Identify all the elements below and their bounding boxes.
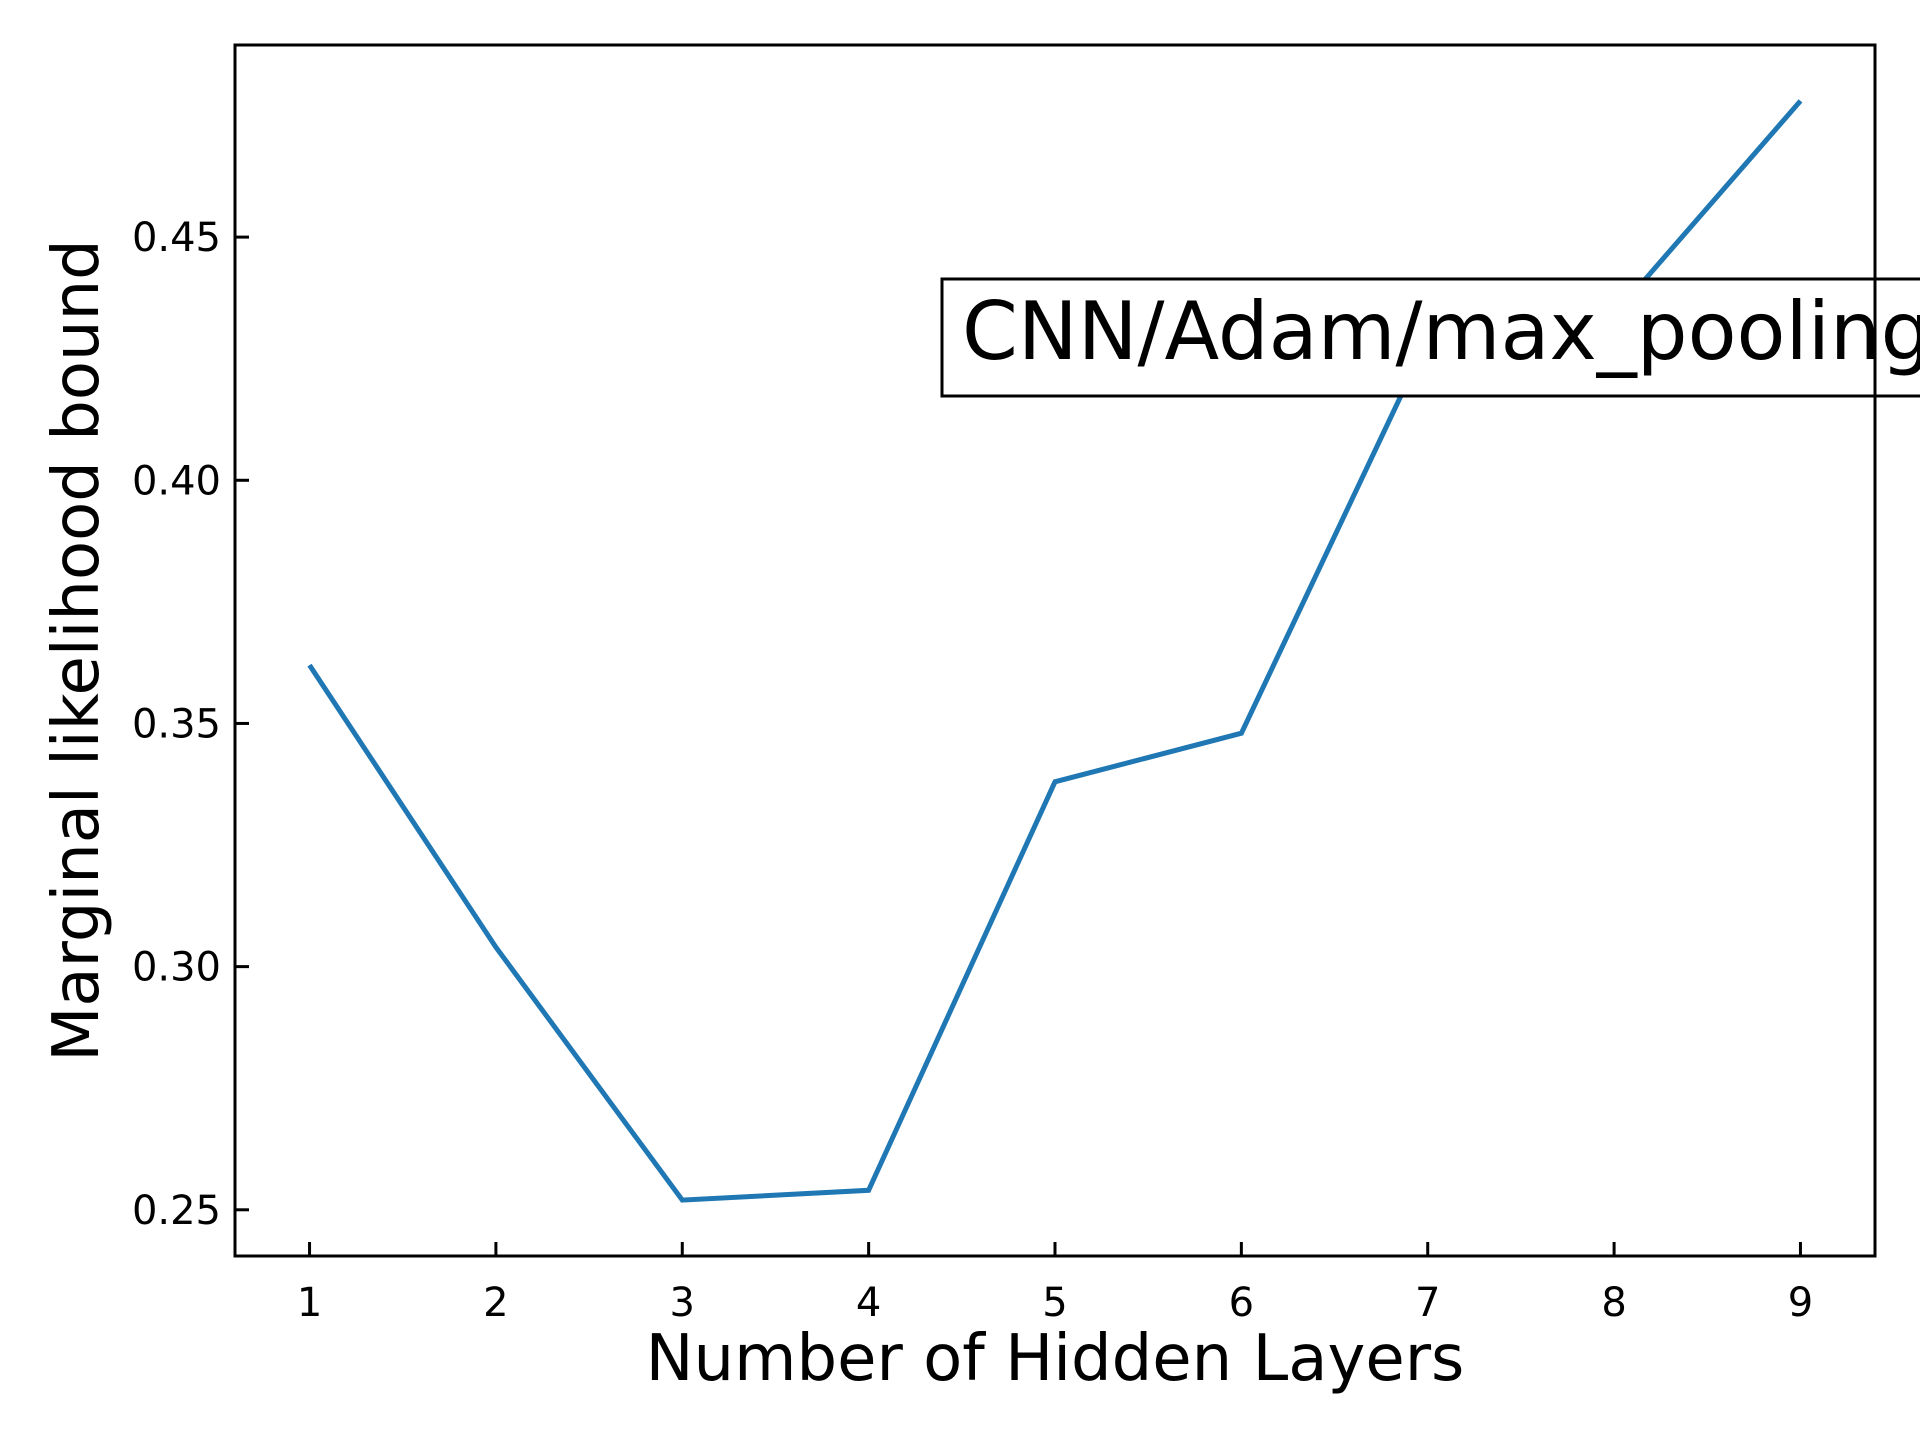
x-tick-label: 1 — [297, 1280, 322, 1326]
y-tick-label: 0.40 — [132, 458, 221, 504]
y-axis: 0.25 0.30 0.35 0.40 0.45 — [132, 215, 249, 1234]
x-tick-label: 6 — [1229, 1280, 1254, 1326]
annotation-text: CNN/Adam/max_pooling — [962, 285, 1920, 378]
x-tick-label: 2 — [483, 1280, 508, 1326]
y-axis-label: Marginal likelihood bound — [40, 239, 114, 1062]
y-tick-label: 0.45 — [132, 215, 221, 261]
x-tick-label: 3 — [670, 1280, 695, 1326]
x-tick-label: 8 — [1601, 1280, 1626, 1326]
y-tick-label: 0.30 — [132, 945, 221, 991]
x-axis: 1 2 3 4 5 6 7 8 9 — [297, 1242, 1813, 1326]
x-tick-label: 9 — [1788, 1280, 1813, 1326]
x-tick-label: 5 — [1042, 1280, 1067, 1326]
x-tick-label: 7 — [1415, 1280, 1440, 1326]
annotation-layer: CNN/Adam/max_pooling — [940, 277, 1920, 398]
y-tick-label: 0.35 — [132, 701, 221, 747]
x-tick-label: 4 — [856, 1280, 881, 1326]
x-axis-label: Number of Hidden Layers — [646, 1322, 1465, 1396]
y-tick-label: 0.25 — [132, 1188, 221, 1234]
annotation-box — [940, 277, 1920, 398]
